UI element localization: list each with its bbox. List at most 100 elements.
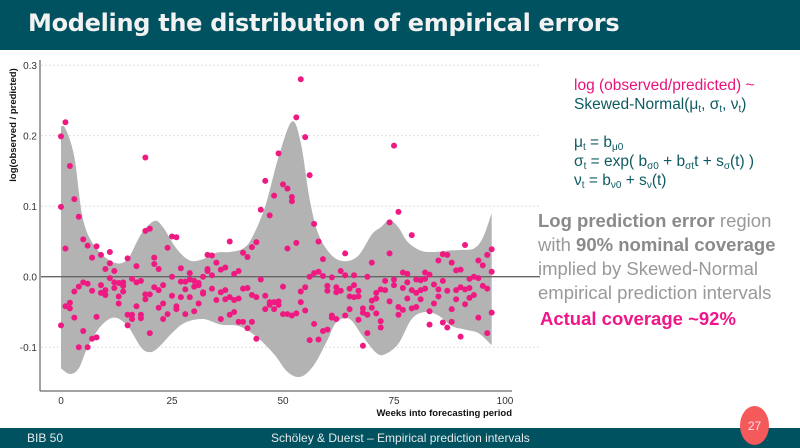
- page-number: 27: [747, 418, 762, 433]
- data-point: [177, 294, 184, 301]
- x-axis-label: Weeks into forecasting period: [377, 408, 513, 419]
- data-point: [475, 314, 482, 321]
- data-point: [111, 284, 118, 291]
- data-point: [146, 225, 153, 232]
- data-point: [226, 294, 233, 301]
- actual-coverage: Actual coverage ~92%: [540, 308, 736, 329]
- data-point: [395, 311, 402, 318]
- data-point: [333, 284, 340, 291]
- data-point: [448, 306, 455, 313]
- x-tick-label: 50: [277, 396, 289, 407]
- data-point: [368, 259, 375, 266]
- data-point: [275, 150, 282, 157]
- data-point: [248, 244, 255, 251]
- formula-text: ν: [574, 172, 582, 189]
- data-point: [359, 342, 366, 349]
- data-point: [213, 296, 220, 303]
- data-point: [333, 316, 340, 322]
- data-point: [115, 293, 122, 300]
- data-point: [275, 301, 282, 308]
- subscript: t: [698, 104, 702, 115]
- data-point: [217, 316, 224, 322]
- footer-center: Schöley & Duerst – Empirical prediction …: [271, 431, 530, 445]
- data-point: [359, 309, 366, 316]
- data-point: [106, 260, 113, 267]
- data-point: [328, 274, 335, 281]
- data-point: [80, 327, 87, 334]
- data-point: [457, 284, 464, 291]
- data-point: [80, 236, 87, 243]
- data-point: [75, 213, 82, 220]
- data-point: [133, 263, 140, 270]
- data-point: [240, 285, 247, 292]
- data-point: [413, 276, 420, 283]
- data-point: [391, 142, 397, 149]
- data-point: [422, 269, 429, 276]
- data-point: [115, 300, 122, 307]
- subscript: σt: [685, 161, 695, 172]
- formula-text: σ: [574, 153, 584, 170]
- data-point: [62, 303, 69, 310]
- data-point: [115, 280, 122, 287]
- subscript: t: [581, 180, 585, 191]
- data-point: [324, 282, 331, 289]
- formula-text: ): [741, 96, 747, 113]
- data-point: [208, 252, 215, 259]
- data-point: [253, 294, 260, 301]
- data-point: [488, 268, 495, 275]
- data-point: [93, 313, 100, 320]
- subscript: t: [583, 161, 587, 172]
- data-point: [377, 286, 384, 293]
- x-tick-label: 25: [166, 396, 178, 407]
- slide-title: Modeling the distribution of empirical e…: [28, 9, 620, 37]
- data-point: [351, 282, 358, 289]
- data-point: [293, 114, 300, 121]
- formula-line: Skewed-Normal(μt, σt, νt): [574, 95, 755, 115]
- prediction-band: [61, 121, 492, 378]
- data-point: [177, 278, 184, 285]
- data-point: [288, 198, 295, 205]
- data-point: [479, 262, 486, 269]
- data-point: [151, 254, 158, 261]
- data-point: [351, 294, 358, 301]
- data-point: [435, 286, 442, 293]
- data-point: [146, 330, 153, 337]
- data-point: [364, 330, 371, 337]
- data-point: [173, 234, 180, 241]
- data-point: [466, 275, 473, 282]
- data-point: [222, 296, 229, 303]
- subscript: ν: [646, 180, 652, 191]
- data-point: [395, 304, 402, 311]
- data-point: [293, 310, 300, 317]
- data-point: [111, 268, 118, 275]
- page-number-badge: 27: [740, 406, 769, 445]
- data-point: [426, 271, 433, 278]
- data-point: [475, 257, 482, 264]
- slide-footer: BIB 50 Schöley & Duerst – Empirical pred…: [0, 428, 800, 448]
- data-point: [284, 185, 291, 192]
- data-point: [342, 272, 349, 279]
- data-point: [271, 306, 278, 313]
- data-point: [417, 296, 424, 303]
- data-point: [355, 316, 362, 323]
- data-point: [71, 288, 78, 295]
- annotation-text: 90% nominal coverage: [576, 234, 776, 255]
- data-point: [137, 277, 144, 284]
- data-point: [382, 287, 389, 294]
- data-point: [120, 288, 127, 295]
- formula-text: , σ: [701, 96, 720, 113]
- data-point: [240, 249, 247, 256]
- data-point: [217, 266, 224, 273]
- data-point: [462, 241, 469, 248]
- data-point: [75, 344, 82, 351]
- data-point: [311, 320, 318, 327]
- data-point: [466, 294, 473, 301]
- data-point: [435, 293, 442, 300]
- data-point: [240, 318, 247, 325]
- data-point: [488, 309, 495, 316]
- formula-line: σt = exp( bσ0 + bσtt + sσ(t) ): [574, 152, 755, 172]
- data-point: [444, 251, 451, 258]
- data-point: [288, 194, 295, 201]
- data-point: [342, 312, 349, 319]
- data-point: [253, 239, 260, 246]
